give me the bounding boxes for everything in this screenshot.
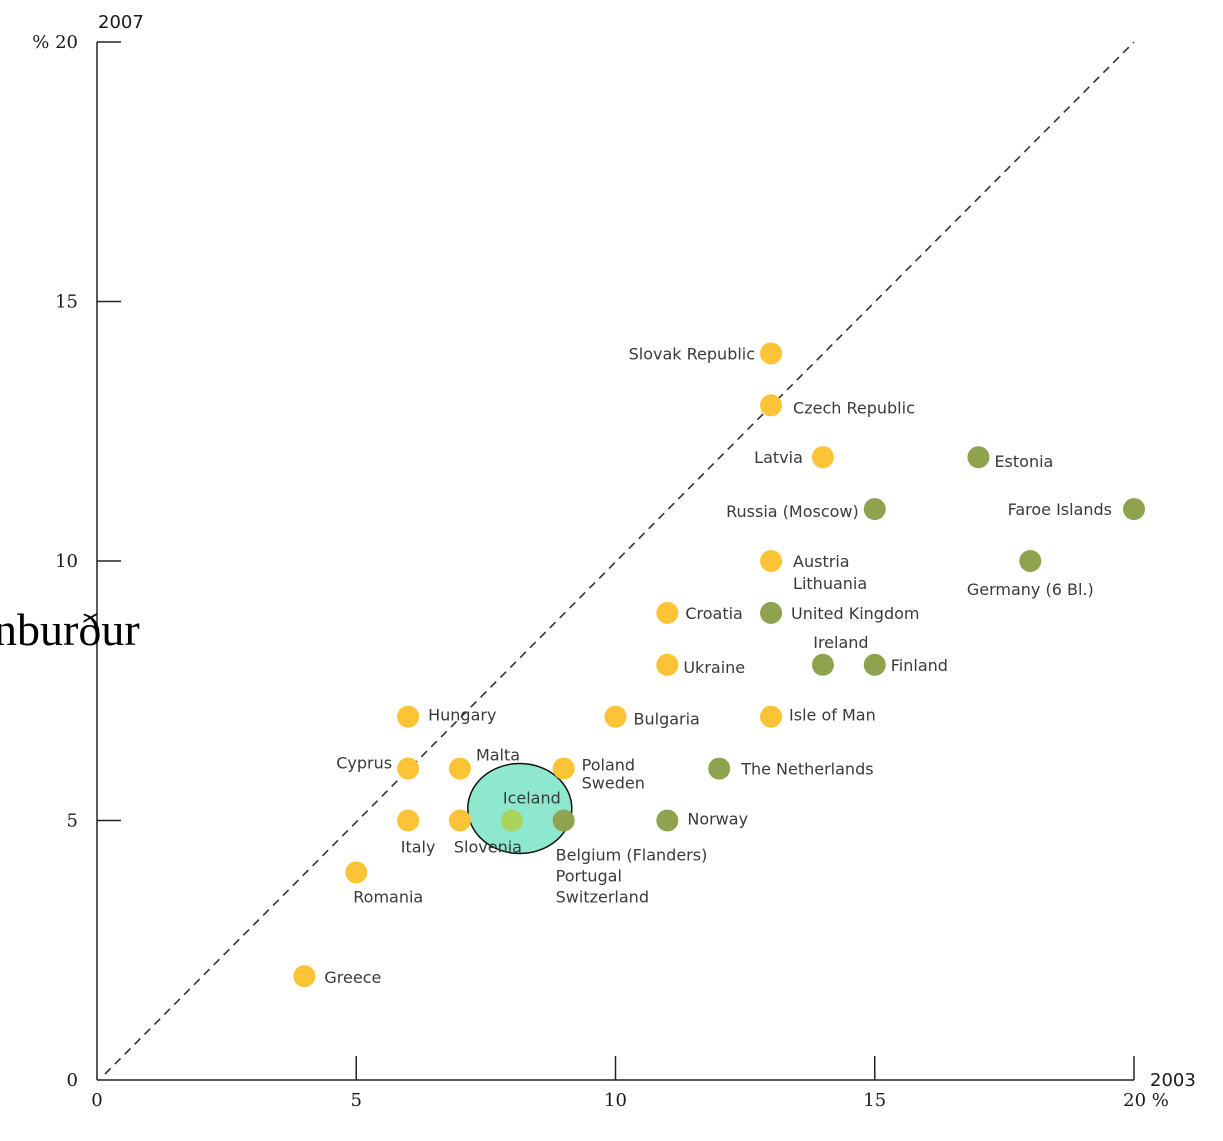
point-label: Austria bbox=[793, 552, 850, 571]
point-label: Croatia bbox=[685, 604, 743, 623]
y-tick-label: 5 bbox=[67, 811, 78, 832]
point-norway bbox=[656, 809, 679, 832]
point-austria bbox=[760, 550, 783, 572]
point-label: Ukraine bbox=[683, 658, 745, 677]
point-label: Finland bbox=[891, 656, 948, 675]
x-tick-label: 0 bbox=[91, 1090, 102, 1111]
point-label: Poland bbox=[582, 756, 635, 775]
point-hungary bbox=[397, 705, 420, 728]
point-label: Romania bbox=[353, 887, 423, 906]
point-label: Sweden bbox=[582, 774, 645, 793]
point-label: Germany (6 Bl.) bbox=[967, 580, 1094, 599]
point-label: The Netherlands bbox=[740, 760, 873, 779]
point-label: Latvia bbox=[754, 448, 803, 467]
point-romania bbox=[345, 861, 368, 884]
point-russia-moscow- bbox=[863, 498, 886, 521]
point-label: Cyprus bbox=[336, 754, 392, 773]
point-belgium-flanders- bbox=[552, 809, 575, 832]
point-label: Russia (Moscow) bbox=[726, 502, 859, 521]
point-united-kingdom bbox=[760, 601, 783, 624]
y-tick-label: 0 bbox=[67, 1070, 78, 1091]
point-croatia bbox=[656, 601, 679, 624]
point-label: Slovak Republic bbox=[629, 344, 755, 363]
y-tick-label: 10 bbox=[55, 551, 78, 572]
point-label: Portugal bbox=[556, 867, 622, 886]
point-slovak-republic bbox=[760, 342, 783, 365]
point-label: Bulgaria bbox=[634, 710, 700, 729]
highlight-circle bbox=[467, 762, 573, 855]
point-greece bbox=[293, 965, 316, 988]
point-germany-6-bl- bbox=[1019, 550, 1042, 572]
point-poland bbox=[552, 757, 575, 780]
point-label: Estonia bbox=[994, 452, 1053, 471]
point-label: Switzerland bbox=[556, 888, 649, 907]
point-malta bbox=[448, 757, 471, 780]
diagonal-reference bbox=[104, 41, 1135, 1075]
point-italy bbox=[397, 809, 420, 832]
point-estonia bbox=[967, 446, 990, 469]
x-tick-label: 15 bbox=[863, 1090, 886, 1111]
point-iceland bbox=[500, 809, 523, 832]
point-label: Ireland bbox=[813, 633, 868, 652]
axes: 0 5 10 15 % 20 0 5 10 15 20 % 2007 2003 bbox=[32, 12, 1196, 1111]
point-label: Belgium (Flanders) bbox=[556, 846, 708, 865]
point-labels: Slovak Republic Czech Republic Latvia Eston… bbox=[324, 344, 1112, 987]
cropped-overlay-text: nburður bbox=[0, 604, 140, 655]
point-label: Czech Republic bbox=[793, 398, 915, 417]
x-tick-label: 20 % bbox=[1123, 1090, 1169, 1111]
x-tick-label: 10 bbox=[604, 1090, 627, 1111]
point-czech-republic bbox=[760, 394, 783, 417]
point-label: Italy bbox=[401, 838, 436, 857]
point-label: Isle of Man bbox=[789, 706, 876, 725]
point-latvia bbox=[811, 446, 834, 469]
point-cyprus bbox=[397, 757, 420, 780]
point-label: Iceland bbox=[503, 789, 561, 808]
point-label: Lithuania bbox=[793, 574, 867, 593]
point-faroe-islands bbox=[1123, 498, 1145, 521]
point-ireland bbox=[811, 653, 834, 676]
x-tick-label: 5 bbox=[351, 1090, 362, 1111]
diagonal-line bbox=[104, 41, 1135, 1075]
x-axis-title: 2003 bbox=[1150, 1070, 1196, 1091]
data-points bbox=[293, 342, 1145, 988]
y-tick-label: % 20 bbox=[32, 32, 78, 53]
y-axis-title: 2007 bbox=[98, 12, 144, 33]
point-finland bbox=[863, 653, 886, 676]
point-label: Faroe Islands bbox=[1008, 500, 1112, 519]
point-label: Greece bbox=[324, 968, 381, 987]
iceland-highlight-ellipse bbox=[467, 762, 573, 855]
point-label: Slovenia bbox=[454, 838, 522, 857]
point-label: United Kingdom bbox=[791, 604, 919, 623]
point-bulgaria bbox=[604, 705, 627, 728]
point-isle-of-man bbox=[760, 705, 783, 728]
point-ukraine bbox=[656, 653, 679, 676]
point-label: Hungary bbox=[428, 706, 496, 725]
point-the-netherlands bbox=[708, 757, 731, 780]
point-slovenia bbox=[448, 809, 471, 832]
point-label: Malta bbox=[476, 746, 520, 765]
y-tick-label: 15 bbox=[55, 292, 78, 313]
point-label: Norway bbox=[687, 810, 748, 829]
